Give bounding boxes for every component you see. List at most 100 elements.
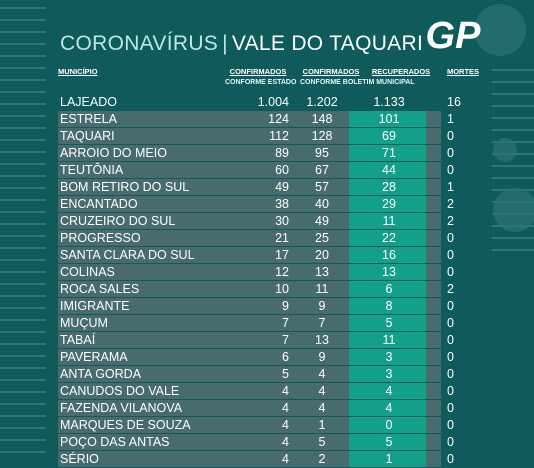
row-background — [58, 247, 441, 263]
cell-recuperados: 4 — [385, 384, 393, 398]
col-subheader-conforme-boletim: CONFORME BOLETIM MUNICIPAL — [300, 79, 415, 86]
cell-confirmados-estado: 6 — [282, 350, 289, 364]
table-row: MARQUES DE SOUZA 4 1 0 0 — [58, 417, 478, 434]
col-header-recuperados: RECUPERADOS — [371, 67, 431, 76]
cell-confirmados-estado: 4 — [282, 418, 289, 432]
cell-mortes: 0 — [447, 384, 454, 398]
col-header-confirmados-boletim: CONFIRMADOS — [302, 67, 360, 76]
cell-confirmados-boletim: 9 — [318, 299, 326, 313]
cell-mortes: 0 — [447, 316, 454, 330]
cell-recuperados: 44 — [382, 163, 396, 177]
table-row: TEUTÔNIA 60 67 44 0 — [58, 162, 478, 179]
cell-municipio: MUÇUM — [60, 316, 108, 330]
cell-confirmados-boletim: 7 — [318, 316, 326, 330]
cell-recuperados: 5 — [385, 435, 393, 449]
cell-mortes: 0 — [447, 146, 454, 160]
recovered-highlight — [349, 434, 426, 450]
cell-mortes: 16 — [447, 95, 461, 109]
table-row: ARROIO DO MEIO 89 95 71 0 — [58, 145, 478, 162]
cell-confirmados-boletim: 148 — [311, 112, 333, 126]
cell-mortes: 0 — [447, 248, 454, 262]
row-background — [58, 213, 441, 229]
recovered-highlight — [349, 349, 426, 365]
cell-confirmados-estado: 7 — [282, 316, 289, 330]
cell-recuperados: 13 — [382, 265, 396, 279]
table-row: MUÇUM 7 7 5 0 — [58, 315, 478, 332]
cell-confirmados-boletim: 4 — [318, 384, 326, 398]
cell-municipio: IMIGRANTE — [60, 299, 130, 313]
title-separator: | — [222, 32, 228, 55]
row-background — [58, 366, 441, 382]
col-header-mortes: MORTES — [446, 67, 480, 76]
cell-mortes: 0 — [447, 350, 454, 364]
cell-confirmados-boletim: 1.202 — [306, 95, 338, 109]
cell-municipio: SÉRIO — [60, 452, 99, 466]
cell-confirmados-estado: 89 — [275, 146, 289, 160]
cell-confirmados-boletim: 49 — [315, 214, 329, 228]
cell-recuperados: 22 — [382, 231, 396, 245]
row-background — [58, 332, 441, 348]
table-row: TAQUARI 112 128 69 0 — [58, 128, 478, 145]
recovered-highlight — [349, 417, 426, 433]
cell-mortes: 0 — [447, 435, 454, 449]
cell-municipio: PROGRESSO — [60, 231, 141, 245]
cell-recuperados: 6 — [385, 282, 393, 296]
cell-municipio: BOM RETIRO DO SUL — [60, 180, 190, 194]
cell-mortes: 2 — [447, 282, 454, 296]
cell-confirmados-estado: 17 — [275, 248, 289, 262]
cell-municipio: ARROIO DO MEIO — [60, 146, 167, 160]
recovered-highlight — [349, 400, 426, 416]
cell-municipio: SANTA CLARA DO SUL — [60, 248, 195, 262]
table-row: POÇO DAS ANTAS 4 5 5 0 — [58, 434, 478, 451]
cell-confirmados-boletim: 57 — [315, 180, 329, 194]
cell-municipio: ENCANTADO — [60, 197, 138, 211]
recovered-highlight — [349, 145, 426, 161]
cell-confirmados-estado: 4 — [282, 435, 289, 449]
row-background — [58, 417, 441, 433]
cell-mortes: 0 — [447, 231, 454, 245]
cell-confirmados-boletim: 4 — [318, 367, 326, 381]
cell-municipio: FAZENDA VILANOVA — [60, 401, 183, 415]
recovered-highlight — [349, 230, 426, 246]
cell-confirmados-estado: 124 — [268, 112, 289, 126]
cell-confirmados-estado: 4 — [282, 452, 289, 466]
recovered-highlight — [349, 213, 426, 229]
row-background — [58, 179, 441, 195]
cell-confirmados-estado: 4 — [282, 384, 289, 398]
cell-mortes: 0 — [447, 401, 454, 415]
cell-municipio: ROCA SALES — [60, 282, 140, 296]
cell-recuperados: 0 — [385, 418, 393, 432]
cell-recuperados: 4 — [385, 401, 393, 415]
row-background — [58, 298, 441, 314]
title-region: VALE DO TAQUARI — [231, 32, 424, 55]
cell-municipio: MARQUES DE SOUZA — [60, 418, 191, 432]
recovered-highlight — [349, 179, 426, 195]
row-background — [58, 230, 441, 246]
cell-confirmados-boletim: 95 — [315, 146, 329, 160]
row-background — [58, 111, 441, 127]
row-background — [58, 383, 441, 399]
cell-confirmados-estado: 5 — [282, 367, 289, 381]
recovered-highlight — [349, 281, 426, 297]
cell-confirmados-boletim: 11 — [315, 282, 329, 296]
recovered-highlight — [349, 128, 426, 144]
gp-logo: GP — [426, 15, 482, 56]
recovered-highlight — [349, 366, 426, 382]
cell-municipio: COLINAS — [60, 265, 115, 279]
cell-mortes: 0 — [447, 333, 454, 347]
cell-mortes: 0 — [447, 367, 454, 381]
cell-mortes: 0 — [447, 418, 454, 432]
cell-confirmados-boletim: 9 — [318, 350, 326, 364]
recovered-highlight — [349, 264, 426, 280]
table-row: FAZENDA VILANOVA 4 4 4 0 — [58, 400, 478, 417]
recovered-highlight — [349, 383, 426, 399]
cell-mortes: 2 — [447, 214, 454, 228]
cell-confirmados-estado: 7 — [282, 333, 289, 347]
row-background — [58, 264, 441, 280]
cell-mortes: 0 — [447, 265, 454, 279]
cell-municipio: CANUDOS DO VALE — [60, 384, 180, 398]
cell-confirmados-estado: 21 — [275, 231, 289, 245]
cell-recuperados: 11 — [382, 333, 396, 347]
recovered-highlight — [349, 247, 426, 263]
cell-mortes: 1 — [447, 180, 454, 194]
